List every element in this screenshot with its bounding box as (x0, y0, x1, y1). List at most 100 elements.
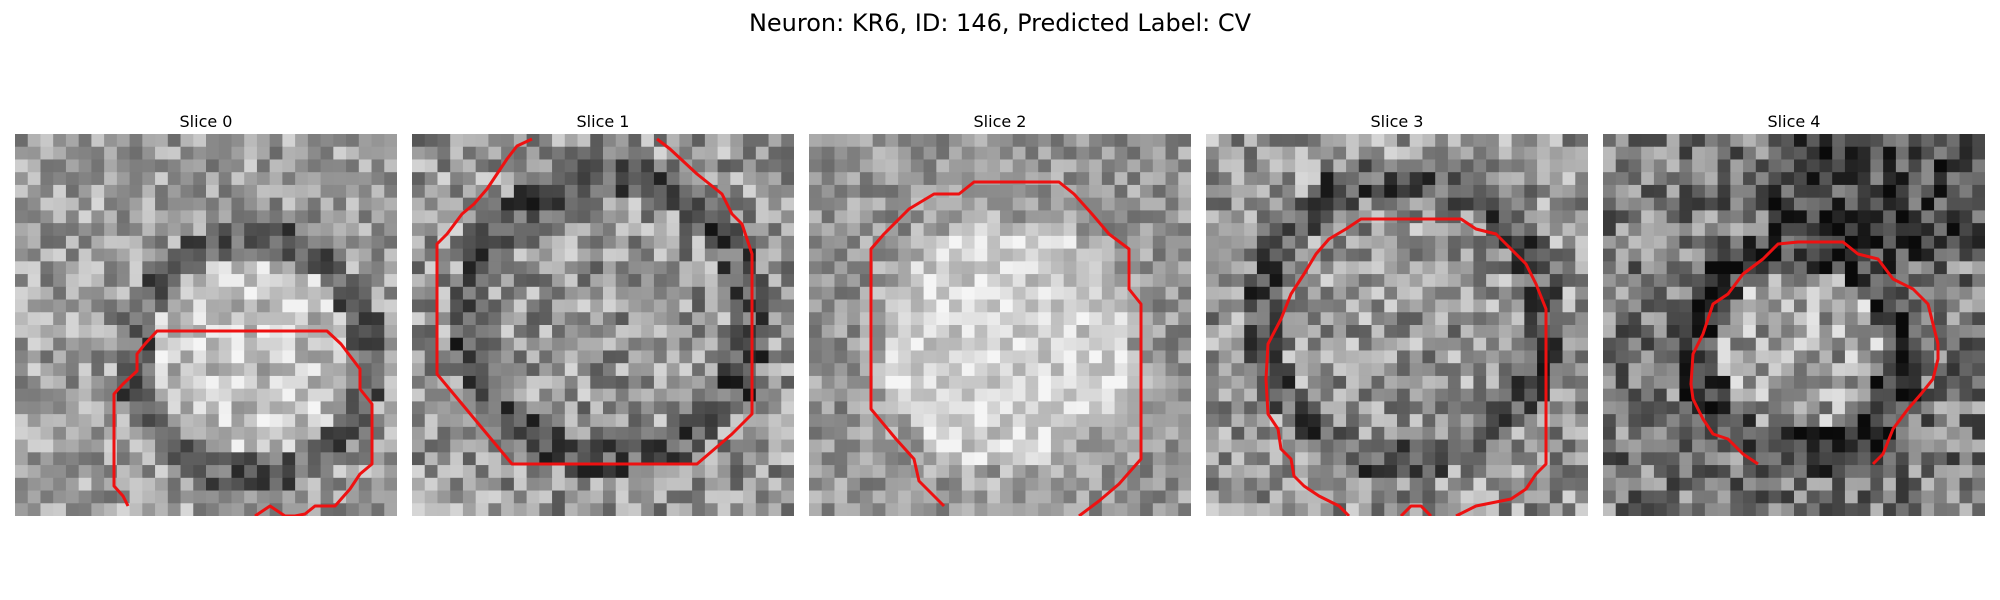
pixel (1038, 261, 1052, 275)
pixel (1704, 299, 1719, 313)
pixel (27, 325, 41, 339)
pixel (1447, 452, 1462, 466)
pixel (320, 286, 334, 301)
pixel (1346, 503, 1360, 516)
pixel (1857, 286, 1871, 301)
pixel (206, 197, 220, 211)
pixel (1076, 197, 1090, 211)
pixel (910, 184, 925, 199)
pixel (1781, 197, 1795, 211)
pixel (1218, 363, 1232, 377)
pixel (1895, 388, 1910, 402)
pixel (1806, 248, 1820, 262)
pixel (1178, 375, 1191, 390)
pixel (1152, 363, 1167, 377)
pixel (244, 439, 258, 453)
pixel (1346, 490, 1360, 504)
pixel (768, 159, 782, 173)
pixel (1895, 414, 1910, 428)
pixel (27, 375, 41, 390)
pixel (1768, 261, 1782, 275)
pixel (1346, 274, 1360, 288)
pixel (1666, 401, 1680, 415)
pixel (437, 426, 451, 441)
pixel (333, 299, 347, 313)
pixel (142, 197, 156, 211)
pixel (1946, 159, 1961, 173)
pixel (1256, 184, 1271, 199)
pixel (1320, 388, 1334, 402)
pixel (256, 261, 271, 275)
pixel (282, 146, 296, 160)
pixel (1743, 375, 1757, 390)
pixel (1346, 286, 1360, 301)
pixel (615, 350, 629, 364)
pixel (104, 401, 118, 415)
pixel (180, 465, 194, 479)
pixel (333, 248, 347, 262)
pixel (755, 235, 770, 250)
pixel (1114, 184, 1128, 199)
pixel (1101, 299, 1116, 313)
pixel (295, 248, 309, 262)
pixel (847, 452, 861, 466)
pixel (1397, 452, 1411, 466)
pixel (539, 325, 553, 339)
pixel (1575, 261, 1588, 275)
pixel (1562, 184, 1576, 199)
pixel (885, 172, 899, 186)
pixel (1409, 426, 1423, 441)
pixel (116, 184, 131, 199)
pixel (898, 350, 912, 364)
pixel (872, 261, 886, 275)
pixel (53, 210, 67, 224)
pixel (781, 312, 794, 326)
pixel (1397, 477, 1411, 492)
pixel (987, 172, 1001, 186)
pixel (1422, 210, 1436, 224)
pixel (898, 477, 912, 492)
pixel (1844, 477, 1859, 492)
pixel (1397, 159, 1411, 173)
pixel (129, 477, 143, 492)
pixel (193, 223, 207, 237)
pixel (1422, 401, 1436, 415)
pixel (1089, 261, 1103, 275)
pixel (462, 159, 477, 173)
pixel (1498, 286, 1513, 301)
pixel (142, 274, 156, 288)
pixel (1575, 248, 1588, 262)
pixel (371, 490, 385, 504)
pixel (424, 286, 438, 301)
pixel (1704, 375, 1719, 390)
pixel (27, 210, 41, 224)
pixel (1244, 159, 1258, 173)
pixel (501, 248, 515, 262)
pixel (488, 210, 502, 224)
pixel (167, 274, 182, 288)
pixel (872, 452, 886, 466)
pixel (1295, 337, 1309, 351)
pixel (307, 375, 322, 390)
pixel (1447, 426, 1462, 441)
pixel (412, 146, 426, 160)
pixel (1537, 439, 1551, 453)
pixel (577, 490, 591, 504)
pixel (1371, 235, 1385, 250)
pixel (129, 184, 143, 199)
pixel (346, 426, 360, 441)
pixel (1358, 210, 1373, 224)
pixel (1679, 286, 1693, 301)
pixel (603, 414, 617, 428)
pixel (628, 312, 642, 326)
pixel (1358, 223, 1373, 237)
pixel (1127, 235, 1141, 250)
pixel (1717, 286, 1731, 301)
pixel (577, 274, 591, 288)
pixel (1231, 210, 1245, 224)
pixel (15, 184, 29, 199)
pixel (1152, 274, 1167, 288)
pixel (1946, 363, 1961, 377)
pixel (1704, 426, 1719, 441)
pixel (437, 197, 451, 211)
